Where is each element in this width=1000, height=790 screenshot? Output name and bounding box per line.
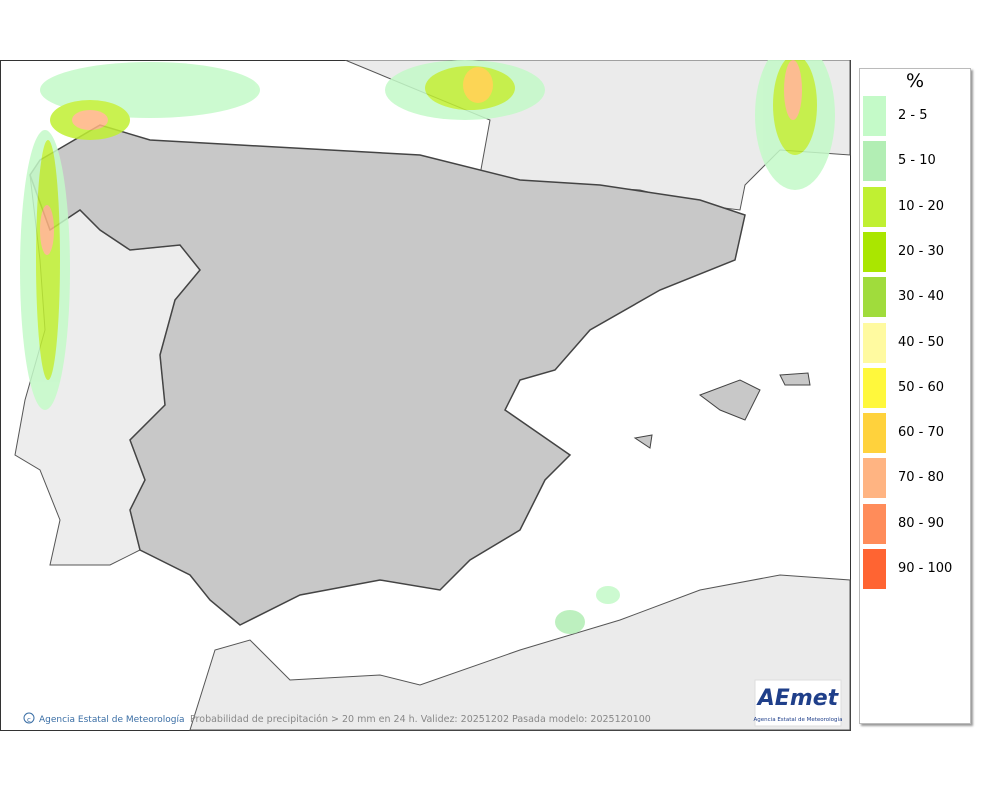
legend-label: 30 - 40 [898,289,945,305]
copyright-icon [23,712,35,724]
legend-item: 5 - 10 [863,141,973,182]
legend-label: 90 - 100 [898,561,953,576]
legend-label: 5 - 10 [898,153,936,169]
legend-label: 70 - 80 [898,470,945,486]
legend-item: 10 - 20 [863,186,973,227]
copyright-c: c [27,716,31,724]
legend-label: 60 - 70 [898,425,945,441]
legend-swatch [863,367,886,408]
legend-item: 70 - 80 [863,458,973,499]
legend-item: 40 - 50 [863,322,973,363]
credit: Agencia Estatal de Meteorología [39,715,185,725]
legend-item: 60 - 70 [863,413,973,454]
legend-swatch [863,277,886,318]
map: c Agencia Estatal de Meteorología Probab… [0,60,851,731]
legend-item: 2 - 5 [863,96,973,136]
legend: % 2 - 5 5 - 10 10 - 20 20 - 30 30 - 40 40 - 5… [859,68,971,724]
legend-label: 2 - 5 [898,108,928,123]
legend-item: 80 - 90 [863,503,973,544]
legend-item: 30 - 40 [863,277,973,318]
caption: Probabilidad de precipitación > 20 mm en… [190,714,651,725]
legend-swatch [863,458,886,499]
legend-swatch [863,96,886,136]
legend-swatch [863,503,886,544]
africa [189,574,851,731]
legend-swatch [863,549,886,589]
precipitation-areas [20,60,835,634]
legend-item: 50 - 60 [863,367,973,408]
legend-label: 40 - 50 [898,334,945,350]
logo: AEmet [756,686,840,711]
logo-subtitle: Agencia Estatal de Meteorología [754,716,843,723]
legend-swatch [863,231,886,272]
legend-item: 90 - 100 [863,549,973,589]
legend-swatch [863,322,886,363]
legend-label: 20 - 30 [898,243,945,259]
legend-title: % [905,70,925,92]
legend-swatch [863,186,886,227]
balearic-islands [633,372,811,449]
spain [29,124,746,626]
legend-swatch [863,413,886,454]
legend-label: 80 - 90 [898,515,945,531]
legend-label: 50 - 60 [898,379,945,395]
legend-item: 20 - 30 [863,231,973,272]
logo-box [754,679,842,727]
legend-label: 10 - 20 [898,198,945,214]
legend-swatch [863,141,886,182]
